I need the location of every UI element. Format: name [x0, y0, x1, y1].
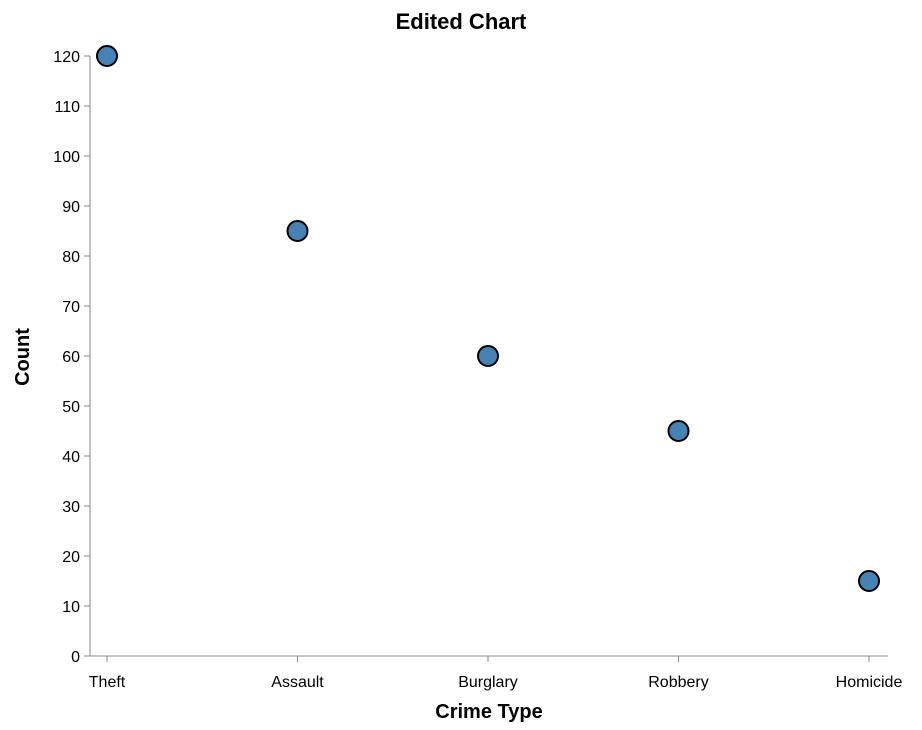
x-tick-label: Robbery [648, 674, 708, 691]
y-tick-label: 110 [54, 99, 80, 116]
y-axis-title: Count [12, 328, 34, 386]
x-axis: Theft Assault Burglary Robbery Homicide [89, 655, 903, 691]
x-axis-title: Crime Type [435, 701, 542, 723]
y-tick-label: 60 [62, 349, 80, 366]
data-point-assault [286, 220, 309, 242]
data-point-theft [96, 45, 118, 67]
y-tick-label: 120 [53, 49, 80, 66]
y-tick-label: 70 [62, 299, 80, 316]
y-tick-label: 40 [62, 449, 80, 466]
y-tick-label: 10 [62, 599, 80, 616]
y-axis: 0 10 20 30 40 50 60 70 80 90 100 110 120 [53, 49, 91, 666]
data-points [96, 45, 880, 592]
chart-title: Edited Chart [396, 9, 527, 34]
y-tick-label: 80 [62, 249, 80, 266]
y-tick-label: 20 [62, 549, 80, 566]
y-tick-label: 50 [62, 399, 80, 416]
x-tick-label: Homicide [836, 674, 903, 691]
data-point-burglary [477, 345, 499, 367]
y-tick-label: 100 [53, 149, 80, 166]
x-tick-label: Assault [271, 674, 324, 691]
x-tick-label: Theft [89, 674, 126, 691]
y-tick-label: 0 [71, 649, 80, 666]
data-point-robbery [667, 420, 690, 442]
y-tick-label: 90 [62, 199, 80, 216]
x-tick-label: Burglary [458, 674, 518, 691]
data-point-homicide [858, 570, 880, 592]
y-tick-label: 30 [62, 499, 80, 516]
